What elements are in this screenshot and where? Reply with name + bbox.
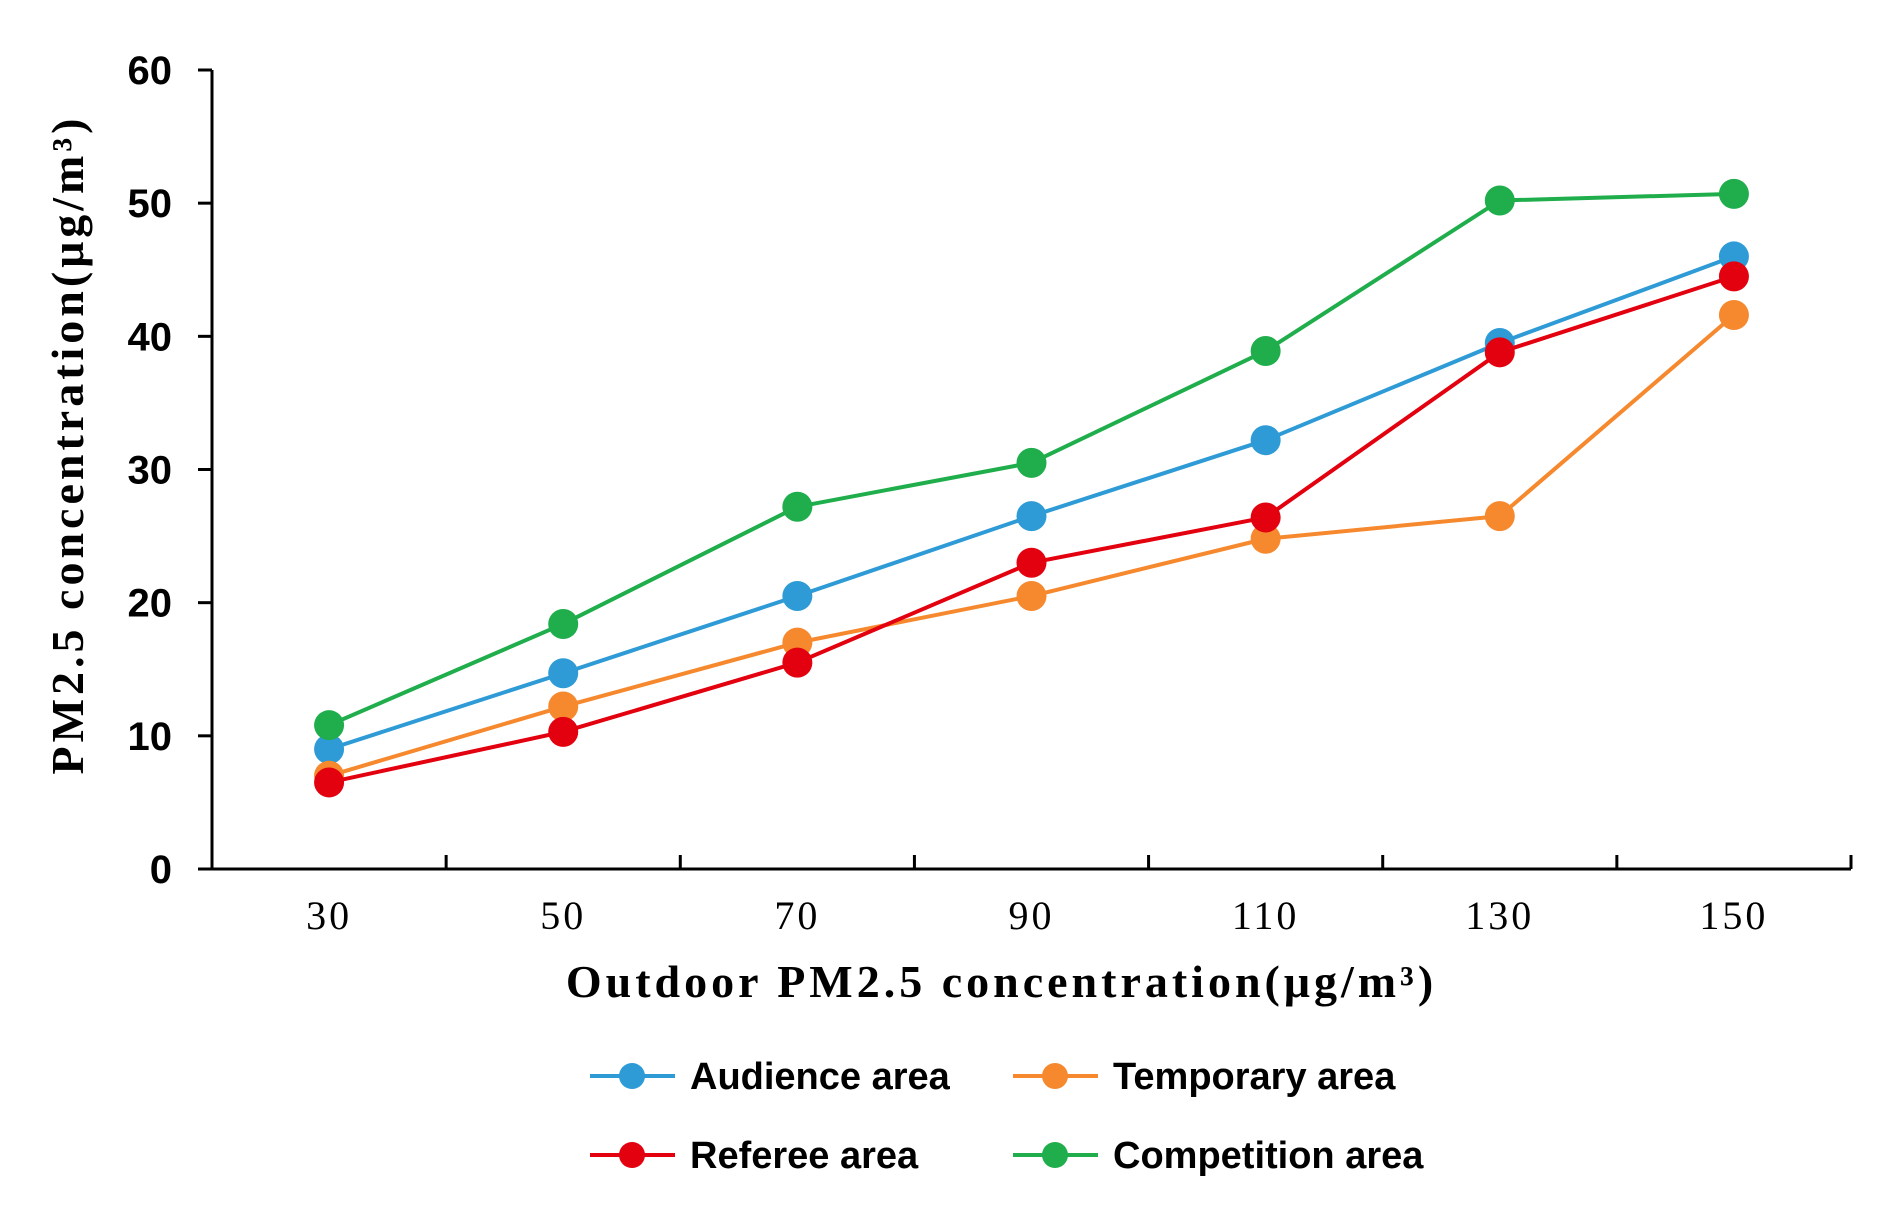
series-layer (314, 178, 1749, 798)
legend-item-competition-area: Competition area (1013, 1135, 1424, 1177)
x-tick-label: 30 (306, 893, 352, 938)
legend-item-referee-area: Referee area (590, 1135, 919, 1177)
legend-item-temporary-area: Temporary area (1013, 1056, 1396, 1098)
axes: 0 10 20 30 40 50 60 30 50 70 90 110 130 150 (128, 49, 1853, 938)
legend-label: Competition area (1113, 1135, 1424, 1177)
y-tick-label: 30 (128, 449, 173, 493)
y-tick-label: 0 (150, 848, 172, 892)
y-tick-label: 50 (128, 182, 173, 226)
y-ticks: 0 10 20 30 40 50 60 (128, 49, 212, 892)
data-point-audience-area (782, 581, 813, 612)
data-point-competition-area (1250, 335, 1281, 366)
data-point-audience-area (314, 734, 345, 765)
data-point-referee-area (1250, 502, 1281, 533)
data-point-audience-area (1250, 425, 1281, 456)
x-tick-label: 50 (540, 893, 586, 938)
x-ticks: 30 50 70 90 110 130 150 (210, 855, 1853, 938)
series-referee-area (314, 261, 1749, 798)
data-point-referee-area (1016, 547, 1047, 578)
data-point-competition-area (548, 608, 579, 639)
series-audience-area (314, 241, 1749, 765)
legend-label: Temporary area (1113, 1056, 1396, 1098)
data-point-temporary-area (1016, 581, 1047, 612)
y-tick-label: 40 (128, 315, 173, 359)
legend-marker (1042, 1142, 1068, 1168)
data-point-competition-area (1718, 178, 1749, 209)
series-line-temporary-area (328, 313, 1736, 778)
y-tick-label: 20 (128, 582, 173, 626)
data-point-temporary-area (1250, 523, 1281, 554)
legend-label: Referee area (690, 1135, 919, 1177)
series-temporary-area (314, 300, 1749, 791)
data-point-referee-area (548, 716, 579, 747)
data-point-temporary-area (1718, 300, 1749, 331)
legend-marker (619, 1142, 645, 1168)
data-point-referee-area (1718, 261, 1749, 292)
data-point-referee-area (782, 647, 813, 678)
data-point-audience-area (548, 658, 579, 689)
x-tick-label: 150 (1699, 893, 1768, 938)
x-tick-label: 70 (774, 893, 820, 938)
y-tick-label: 10 (128, 715, 173, 759)
y-axis-label: PM2.5 concentration(μg/m³) (42, 115, 93, 775)
data-point-audience-area (1016, 501, 1047, 532)
legend-marker (619, 1063, 645, 1089)
legend-label: Audience area (690, 1056, 951, 1098)
legend-item-audience-area: Audience area (590, 1056, 951, 1098)
y-tick-label: 60 (128, 49, 173, 93)
data-point-temporary-area (548, 691, 579, 722)
legend-marker (1042, 1063, 1068, 1089)
legend: Audience area Temporary area Referee area C… (590, 1056, 1424, 1177)
x-tick-label: 130 (1465, 893, 1534, 938)
x-tick-label: 90 (1009, 893, 1055, 938)
data-point-competition-area (1016, 447, 1047, 478)
data-point-referee-area (314, 767, 345, 798)
data-point-competition-area (782, 491, 813, 522)
data-point-temporary-area (1484, 501, 1515, 532)
data-point-competition-area (314, 710, 345, 741)
series-competition-area (314, 178, 1749, 741)
x-tick-label: 110 (1232, 893, 1300, 938)
data-point-referee-area (1484, 337, 1515, 368)
x-axis-label: Outdoor PM2.5 concentration(μg/m³) (566, 956, 1437, 1007)
data-point-competition-area (1484, 185, 1515, 216)
